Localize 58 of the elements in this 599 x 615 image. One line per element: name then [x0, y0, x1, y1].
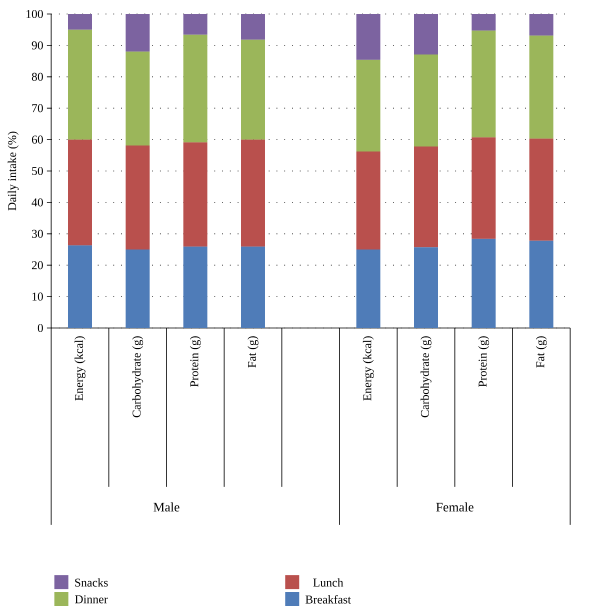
- bar: [529, 138, 554, 241]
- y-tick-label: 20: [32, 261, 43, 270]
- bar: [68, 14, 92, 30]
- text: Female: [436, 502, 474, 512]
- y-tick-label: 80: [32, 72, 43, 81]
- y-tick-label: 70: [32, 104, 43, 112]
- bar: [529, 240, 554, 328]
- bar: [472, 30, 496, 138]
- x-tick-label: Protein (g): [478, 336, 490, 387]
- bar: [529, 14, 554, 36]
- bar: [414, 247, 438, 328]
- y-tick-label: 90: [32, 41, 43, 50]
- y-tick-label: 60: [32, 136, 43, 144]
- x-tick-label: Protein (g): [190, 336, 201, 387]
- bar: [126, 52, 150, 146]
- bar: [183, 14, 208, 35]
- bar: [68, 30, 92, 140]
- bar: [183, 142, 208, 247]
- bar: [529, 36, 554, 139]
- bar: [472, 137, 496, 239]
- bar: [126, 14, 150, 52]
- bar: [241, 140, 265, 247]
- bar: [414, 146, 438, 248]
- text: Male: [154, 502, 180, 512]
- x-tick-label: Energy (kcal): [74, 336, 86, 401]
- y-tick-label: 40: [32, 198, 43, 206]
- bar: [472, 14, 496, 31]
- bar: [68, 245, 92, 328]
- legend-label: Breakfast: [306, 595, 351, 604]
- bar: [68, 140, 92, 246]
- bar: [126, 146, 150, 250]
- bar: [241, 246, 265, 328]
- y-tick-label: 10: [32, 292, 43, 301]
- y-tick-label: 50: [32, 166, 43, 176]
- bar: [126, 249, 150, 328]
- bar: [356, 249, 380, 328]
- bar: [356, 14, 380, 60]
- y-tick-label: 100: [26, 10, 43, 18]
- y-tick-label: 0: [38, 324, 43, 332]
- bar: [356, 60, 380, 152]
- legend-label: Dinner: [75, 595, 108, 604]
- bar: [241, 14, 265, 40]
- bar: [241, 40, 265, 140]
- legend-label: Lunch: [313, 578, 344, 587]
- x-tick-label: Fat (g): [248, 336, 258, 368]
- y-tick-label: 30: [32, 230, 43, 238]
- bar: [414, 14, 438, 54]
- y-axis-title: Daily intake (%): [8, 132, 19, 210]
- bar: [183, 34, 208, 142]
- bar: [414, 54, 438, 147]
- x-tick-label: Fat (g): [536, 336, 547, 368]
- x-tick-label: Carbohydrate (g): [132, 336, 144, 418]
- bar: [183, 246, 208, 328]
- x-tick-label: Energy (kcal): [362, 336, 374, 401]
- legend-label: Snacks: [75, 578, 108, 587]
- x-tick-label: Carbohydrate (g): [420, 336, 432, 418]
- bar: [472, 238, 496, 328]
- bar: [356, 152, 380, 250]
